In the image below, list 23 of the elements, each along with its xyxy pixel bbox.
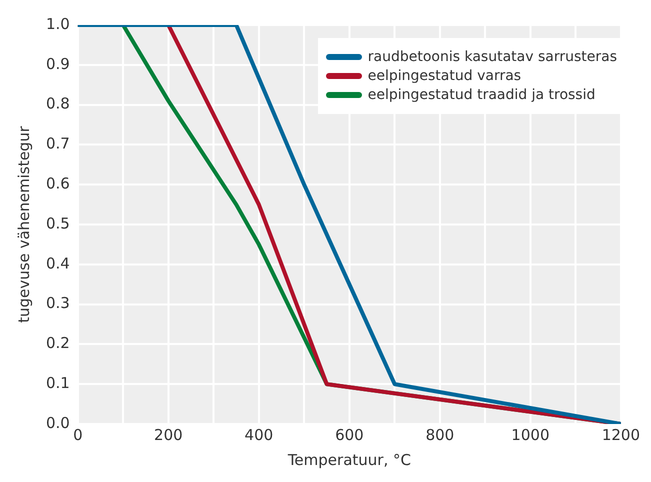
x-tick-label: 600 (335, 426, 364, 444)
y-tick-label: 0.9 (46, 54, 70, 73)
x-tick-label: 0 (73, 426, 83, 444)
y-axis-title: tugevuse vähenemistegur (14, 125, 33, 323)
y-tick-label: 0.2 (46, 334, 70, 352)
y-tick-label: 0.5 (46, 214, 70, 232)
y-tick-label: 0.3 (46, 294, 70, 312)
y-tick-label: 1.0 (46, 14, 70, 33)
x-tick-label: 200 (154, 426, 183, 444)
x-tick-label: 400 (244, 426, 274, 444)
x-tick-label: 800 (426, 426, 454, 444)
y-tick-label: 0.0 (46, 414, 70, 432)
y-tick-label: 0.7 (46, 134, 70, 153)
x-tick-label: 1200 (602, 426, 640, 444)
legend-label: eelpingestatud traadid ja trossid (368, 87, 596, 103)
y-tick-label: 0.1 (46, 374, 70, 392)
y-tick-label: 0.8 (46, 94, 70, 113)
y-tick-label: 0.4 (46, 254, 70, 272)
legend-label: raudbetoonis kasutatav sarrusteras (368, 49, 617, 65)
x-axis-title: Temperatuur, °C (286, 450, 411, 469)
legend-label: eelpingestatud varras (368, 68, 522, 84)
y-tick-label: 0.6 (46, 174, 70, 192)
x-tick-label: 1000 (511, 426, 550, 444)
